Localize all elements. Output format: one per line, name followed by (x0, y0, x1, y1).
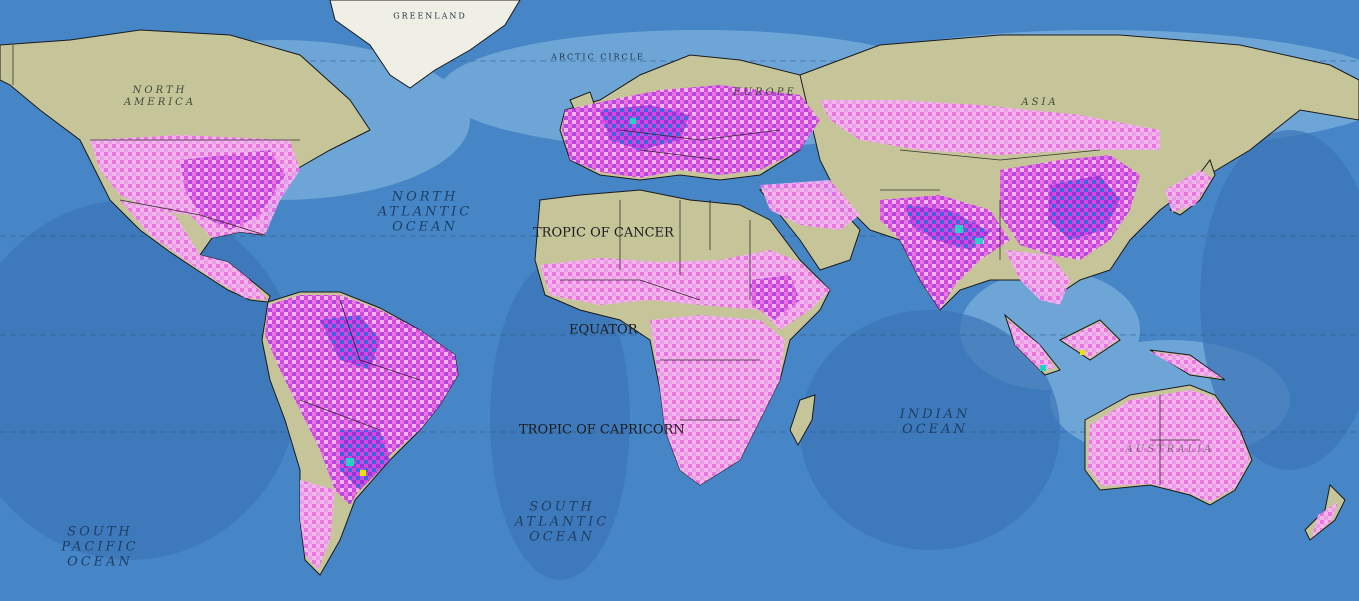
data-region-usa-east (180, 150, 285, 230)
country-borders (12, 45, 1200, 485)
data-peaks (346, 118, 1085, 476)
data-region-russia (820, 100, 1160, 155)
data-region-brazil-core (320, 315, 390, 490)
data-region-patagonia (300, 480, 335, 570)
data-region-middle-east (760, 180, 860, 230)
ocean-depth (0, 130, 1359, 580)
data-region-mexico (120, 200, 268, 300)
data-region-southeast-asia (1005, 250, 1070, 305)
data-region-new-zealand (1312, 502, 1338, 538)
data-region-africa-sahel (540, 250, 830, 330)
data-region-indonesia (1008, 320, 1222, 378)
greenland (329, 0, 521, 89)
data-region-europe-core (600, 105, 690, 150)
data-overlay (90, 85, 1338, 570)
data-region-japan (1165, 170, 1212, 212)
data-region-australia (1088, 390, 1250, 502)
data-region-ethiopia (750, 275, 800, 320)
data-region-india-core (905, 205, 990, 250)
madagascar (789, 394, 816, 447)
data-region-china-core (1048, 175, 1120, 240)
data-region-south-america (265, 295, 458, 505)
data-region-africa-south (650, 315, 785, 485)
